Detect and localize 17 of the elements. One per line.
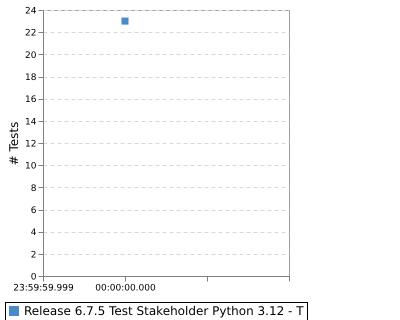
legend-label: Release 6.7.5 Test Stakeholder Python 3.12 - T — [24, 304, 304, 318]
y-tick-label: 20 — [25, 50, 37, 61]
x-tick-label: 23:59:59.999 — [13, 284, 74, 294]
y-tick-label: 12 — [25, 140, 36, 150]
x-tick-label: 00:00:00.000 — [95, 284, 156, 294]
y-tick-label: 6 — [30, 206, 37, 216]
y-tick-label: 2 — [30, 250, 36, 260]
y-tick-label: 4 — [30, 228, 37, 238]
y-tick-label: 18 — [25, 73, 37, 83]
y-tick-label: 10 — [25, 162, 37, 172]
y-tick-label: 16 — [25, 95, 37, 106]
y-tick-label: 8 — [30, 184, 37, 194]
y-tick-label: 24 — [25, 6, 37, 16]
y-tick-label: 22 — [25, 28, 36, 39]
y-axis-title: # Tests — [7, 122, 22, 166]
y-tick-label: 0 — [30, 272, 37, 282]
y-tick-label: 14 — [25, 117, 37, 128]
